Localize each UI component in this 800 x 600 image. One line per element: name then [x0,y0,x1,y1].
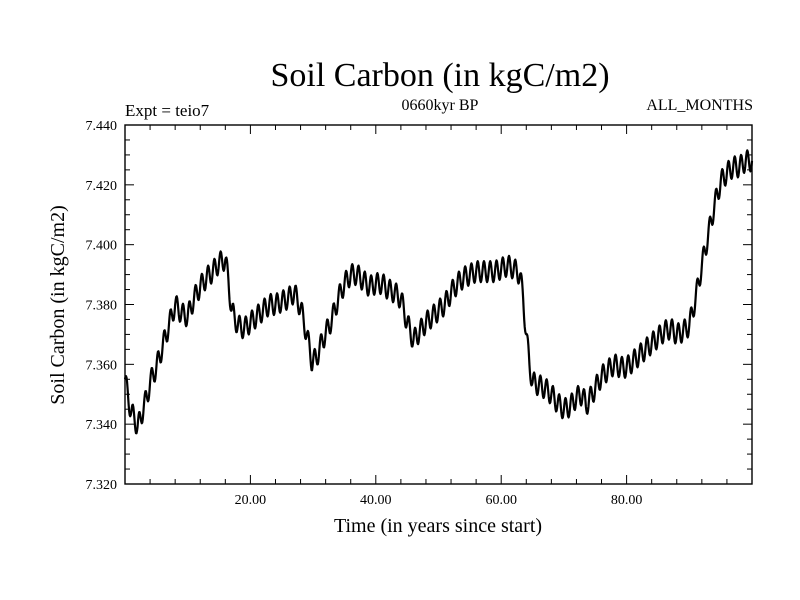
months-label: ALL_MONTHS [646,97,753,114]
y-tick-label: 7.400 [86,239,118,254]
x-tick-label: 40.00 [360,493,392,508]
y-tick-label: 7.340 [86,418,118,433]
x-axis-label: Time (in years since start) [334,515,542,537]
y-axis-label: Soil Carbon (in kgC/m2) [47,205,69,404]
x-tick-label: 80.00 [611,493,643,508]
chart-title: Soil Carbon (in kgC/m2) [270,57,609,94]
y-axis: 7.320 7.340 7.360 7.380 7.400 7.420 7.440 [86,119,752,493]
y-tick-label: 7.320 [86,478,118,493]
x-tick-label: 20.00 [235,493,267,508]
y-tick-label: 7.360 [86,358,118,373]
chart-subtitle: 0660kyr BP [402,97,479,114]
experiment-label: Expt = teio7 [125,101,210,120]
x-axis: 20.00 40.00 60.00 80.00 [149,125,728,508]
y-tick-label: 7.440 [86,119,118,134]
y-tick-label: 7.380 [86,299,118,314]
soil-carbon-series-line [123,149,754,435]
x-tick-label: 60.00 [485,493,517,508]
y-tick-label: 7.420 [86,179,118,194]
